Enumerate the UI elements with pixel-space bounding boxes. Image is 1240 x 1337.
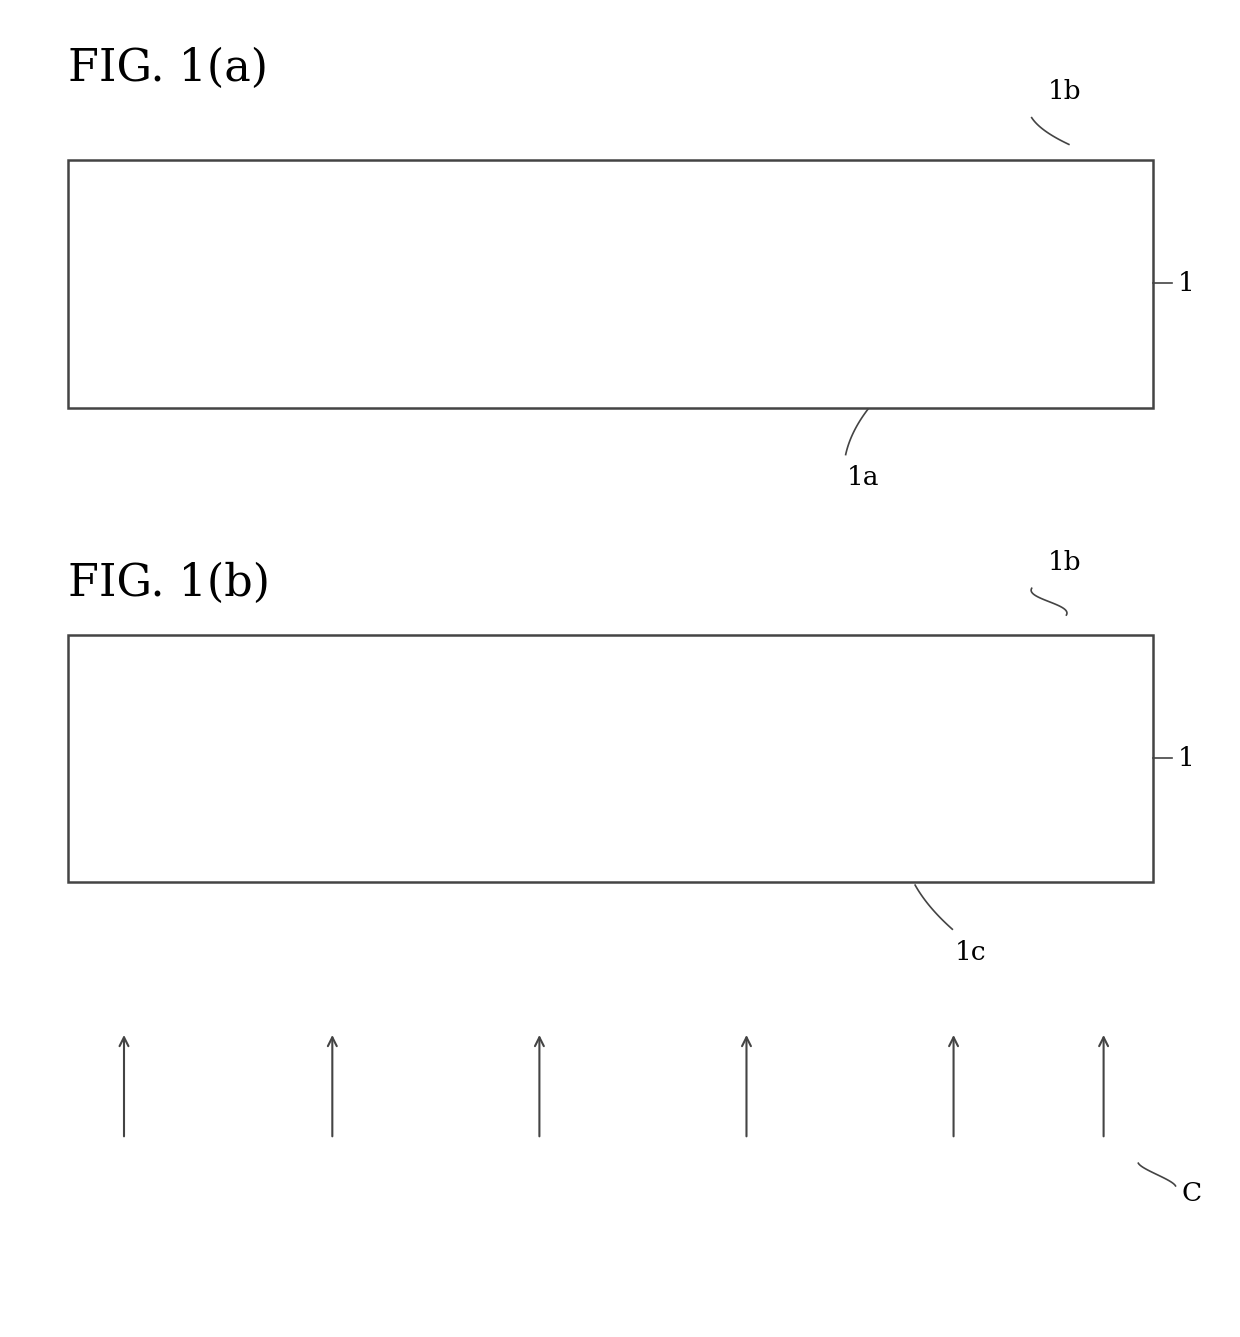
Text: 1: 1 <box>1178 271 1195 295</box>
Bar <box>68 635 1153 882</box>
Text: 1c: 1c <box>955 940 987 965</box>
Text: 1b: 1b <box>1048 550 1081 575</box>
Text: 1b: 1b <box>1048 79 1081 104</box>
Text: 1: 1 <box>1178 746 1195 770</box>
Text: 1a: 1a <box>847 465 879 491</box>
Text: FIG. 1(b): FIG. 1(b) <box>68 562 270 604</box>
Text: FIG. 1(a): FIG. 1(a) <box>68 47 268 90</box>
Text: C: C <box>1182 1182 1202 1206</box>
Bar <box>68 160 1153 408</box>
